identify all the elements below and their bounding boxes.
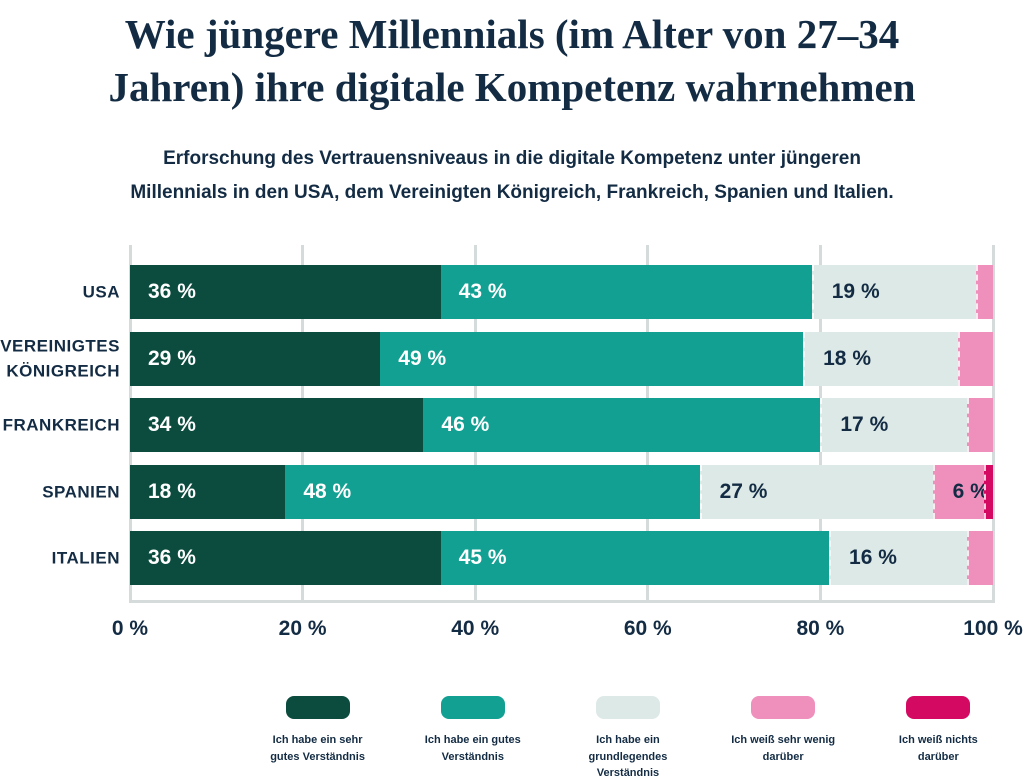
bar-value-label: 19 % [831,280,880,303]
x-axis-tick-labels: 0 % 20 % 40 % 60 % 80 % 100 % [112,617,1023,647]
bar-segment: 27 % [699,464,933,519]
x-tick-label: 0 % [111,617,149,640]
bar-segment: 18 % [803,331,959,386]
x-tick-label: 20 % [278,617,327,640]
bar-segment: 36 % [130,265,441,319]
legend-swatch [440,696,505,719]
bar-segment: 19 % [811,265,976,319]
bar-row: 36 % 45 % 16 % [130,531,993,585]
legend-label: Ich weiß nichts darüber [898,734,978,763]
bar-value-label: 16 % [849,546,897,569]
chart-title: Wie jüngere Millennials (im Alter von 27… [108,11,916,111]
legend-item: Ich habe ein grundlegendes Verständnis [550,696,705,782]
bar-value-label: 48 % [303,479,352,503]
bar-value-label: 6 % [952,479,989,503]
x-tick-label: 80 % [796,617,845,640]
bar-row: 18 % 48 % 27 % 6 % [130,464,993,519]
bar-segment: 43 % [440,265,812,319]
legend-label: Ich habe ein gutes Verständnis [424,734,521,763]
bar-segment: 48 % [285,464,700,519]
legend-item: Ich weiß sehr wenig darüber [706,696,861,782]
bar-segment: 34 % [130,398,424,452]
category-label: VEREINIGTES KÖNIGREICH [0,336,120,381]
bar-value-label: 36 % [148,546,196,569]
x-axis-baseline [129,600,994,603]
y-axis-category-labels: USA VEREINIGTES KÖNIGREICH FRANKREICH SPANI… [0,245,120,603]
category-label: SPANIEN [42,481,120,501]
bar-value-label: 34 % [148,413,196,436]
bar-segment: 49 % [380,331,804,386]
category-label: FRANKREICH [2,415,120,435]
legend-item: Ich habe ein sehr gutes Verständnis [240,696,395,782]
bar-segment [975,265,993,319]
x-tick-label: 60 % [623,617,672,640]
bar-segment: 36 % [130,531,441,585]
bar-segment [984,464,993,519]
bar-value-label: 36 % [148,280,196,303]
chart-subtitle: Erforschung des Vertrauensniveaus in die… [130,148,894,203]
legend-label: Ich habe ein grundlegendes Verständnis [588,734,668,779]
legend-item: Ich habe ein gutes Verständnis [395,696,550,782]
bar-segment [967,398,993,452]
category-label: ITALIEN [51,548,120,568]
bar-value-label: 45 % [458,546,507,569]
bar-value-label: 43 % [458,280,507,303]
bar-segment: 18 % [130,464,286,519]
bar-segment: 6 % [932,464,989,519]
bar-row: 29 % 49 % 18 % [130,331,993,386]
bar-row: 34 % 46 % 17 % [130,398,993,452]
gridline [991,245,995,603]
legend-label: Ich habe ein sehr gutes Verständnis [270,734,365,763]
legend-label: Ich weiß sehr wenig darüber [731,734,836,763]
bar-value-label: 49 % [398,346,447,370]
bar-segment: 17 % [820,398,968,452]
bar-segment: 46 % [423,398,821,452]
legend: Ich habe ein sehr gutes Verständnis Ich ha… [240,696,1016,782]
legend-swatch [285,696,350,719]
bar-row: 36 % 43 % 19 % [130,265,993,319]
legend-swatch [751,696,816,719]
bar-value-label: 29 % [148,346,196,370]
bar-value-label: 18 % [148,479,196,503]
legend-swatch [595,696,660,719]
bar-value-label: 17 % [840,413,889,436]
bar-segment: 45 % [440,531,830,585]
bar-segment: 29 % [130,331,381,386]
legend-swatch [906,696,971,719]
x-tick-label: 40 % [451,617,500,640]
plot-area: 36 % 43 % 19 % 29 % 49 % 18 % 34 % 46 % 17 % 18 %… [128,245,995,603]
category-label: USA [82,282,120,302]
bar-segment [958,331,993,386]
bar-segment [967,531,993,585]
bar-segment: 16 % [829,531,968,585]
bar-value-label: 27 % [719,479,768,503]
legend-item: Ich weiß nichts darüber [861,696,1016,782]
bar-value-label: 18 % [823,346,871,370]
x-tick-label: 100 % [963,617,1023,640]
bar-value-label: 46 % [441,413,490,436]
